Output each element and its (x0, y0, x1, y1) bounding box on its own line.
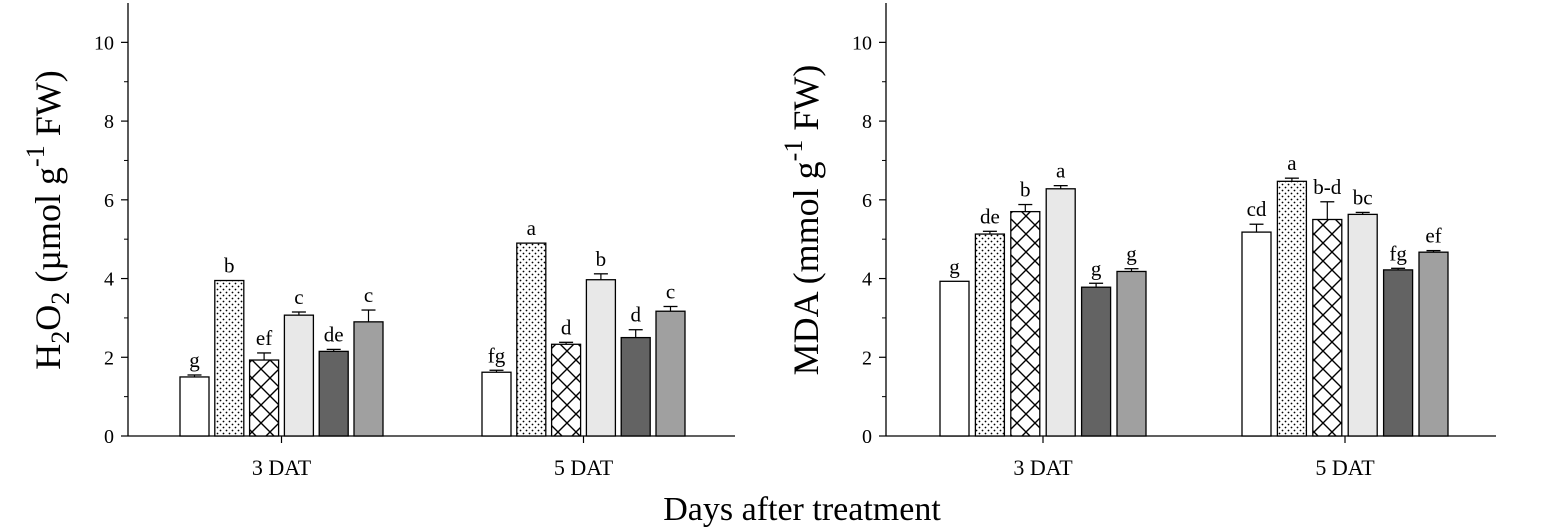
y-tick-label: 0 (104, 426, 114, 448)
y-tick-label: 0 (862, 426, 872, 448)
y-tick-label: 2 (104, 347, 114, 369)
y-axis-title-part: (µmol g (28, 167, 68, 292)
significance-letter: b-d (1313, 175, 1341, 199)
bar-t1-5dat (1241, 231, 1272, 437)
bar-t5-5dat (620, 336, 651, 437)
bar-t5-3dat (1080, 286, 1112, 437)
significance-letter: c (666, 279, 675, 303)
bar-t1-5dat (481, 371, 512, 437)
bar-t6-3dat (353, 321, 384, 437)
significance-letter: a (1287, 151, 1297, 175)
significance-letter: g (1091, 256, 1102, 280)
bar-t4-5dat (1347, 213, 1378, 437)
y-axis-title-part: -1 (779, 140, 808, 162)
bar-t6-5dat (655, 310, 686, 437)
y-axis-title-part: -1 (21, 145, 50, 167)
bar-t2-5dat (516, 242, 547, 437)
significance-letter: c (364, 283, 373, 307)
y-axis-title-part: 2 (46, 292, 75, 305)
significance-letter: b (224, 254, 235, 278)
y-tick-label: 2 (862, 347, 872, 369)
significance-letter: ef (256, 326, 272, 350)
significance-letter: d (630, 303, 641, 327)
x-tick-label: 3 DAT (252, 455, 312, 480)
y-tick-label: 10 (94, 32, 114, 54)
bar-t2-3dat (214, 279, 245, 437)
x-tick-label: 5 DAT (554, 455, 614, 480)
y-axis-title: MDA (mmol g-1 FW) (779, 65, 826, 376)
y-axis-title-part: FW) (28, 70, 68, 145)
y-axis-title-part: MDA (mmol g (786, 161, 826, 375)
y-tick-label: 10 (852, 32, 872, 54)
x-tick-label: 5 DAT (1315, 455, 1375, 480)
bar-t6-5dat (1418, 251, 1449, 437)
x-tick-label: 3 DAT (1013, 455, 1073, 480)
bar-t1-3dat (179, 376, 210, 437)
y-axis-title-part: O (28, 305, 68, 331)
significance-letter: cd (1247, 197, 1267, 221)
significance-letter: fg (488, 343, 506, 367)
y-axis-title-part: 2 (46, 331, 75, 344)
bar-t4-5dat (585, 279, 617, 437)
significance-letter: a (527, 216, 537, 240)
bar-t3-3dat (1010, 210, 1041, 437)
significance-letter: bc (1353, 185, 1373, 209)
bar-t4-3dat (1045, 188, 1076, 437)
bar-t3-3dat (248, 359, 280, 437)
bar-t5-3dat (318, 350, 349, 437)
y-tick-label: 8 (862, 111, 872, 133)
bar-t4-3dat (283, 314, 315, 437)
y-tick-label: 8 (104, 111, 114, 133)
y-axis-title-part: FW) (786, 65, 826, 140)
bar-t2-5dat (1276, 180, 1308, 437)
significance-letter: de (324, 322, 344, 346)
bar-t3-5dat (1312, 218, 1343, 437)
y-tick-label: 4 (862, 269, 872, 291)
significance-letter: g (1126, 242, 1137, 266)
y-tick-label: 6 (862, 190, 872, 212)
significance-letter: b (596, 247, 607, 271)
significance-letter: b (1020, 178, 1031, 202)
y-tick-label: 6 (104, 190, 114, 212)
bar-t3-5dat (550, 343, 582, 437)
significance-letter: c (294, 285, 303, 309)
bar-t2-3dat (974, 233, 1006, 437)
significance-letter: fg (1389, 241, 1407, 265)
bar-t6-3dat (1116, 270, 1147, 437)
significance-letter: a (1056, 159, 1066, 183)
significance-letter: g (189, 348, 200, 372)
x-axis-title: Days after treatment (663, 491, 941, 528)
bar-t5-5dat (1382, 269, 1414, 437)
y-axis-title-part: H (28, 344, 68, 370)
y-tick-label: 4 (104, 269, 114, 291)
significance-letter: d (561, 315, 572, 339)
significance-letter: de (980, 204, 1000, 228)
significance-letter: ef (1425, 224, 1441, 248)
significance-letter: g (949, 254, 960, 278)
y-axis-title: H2O2 (µmol g-1 FW) (21, 70, 75, 369)
bar-t1-3dat (939, 280, 970, 437)
